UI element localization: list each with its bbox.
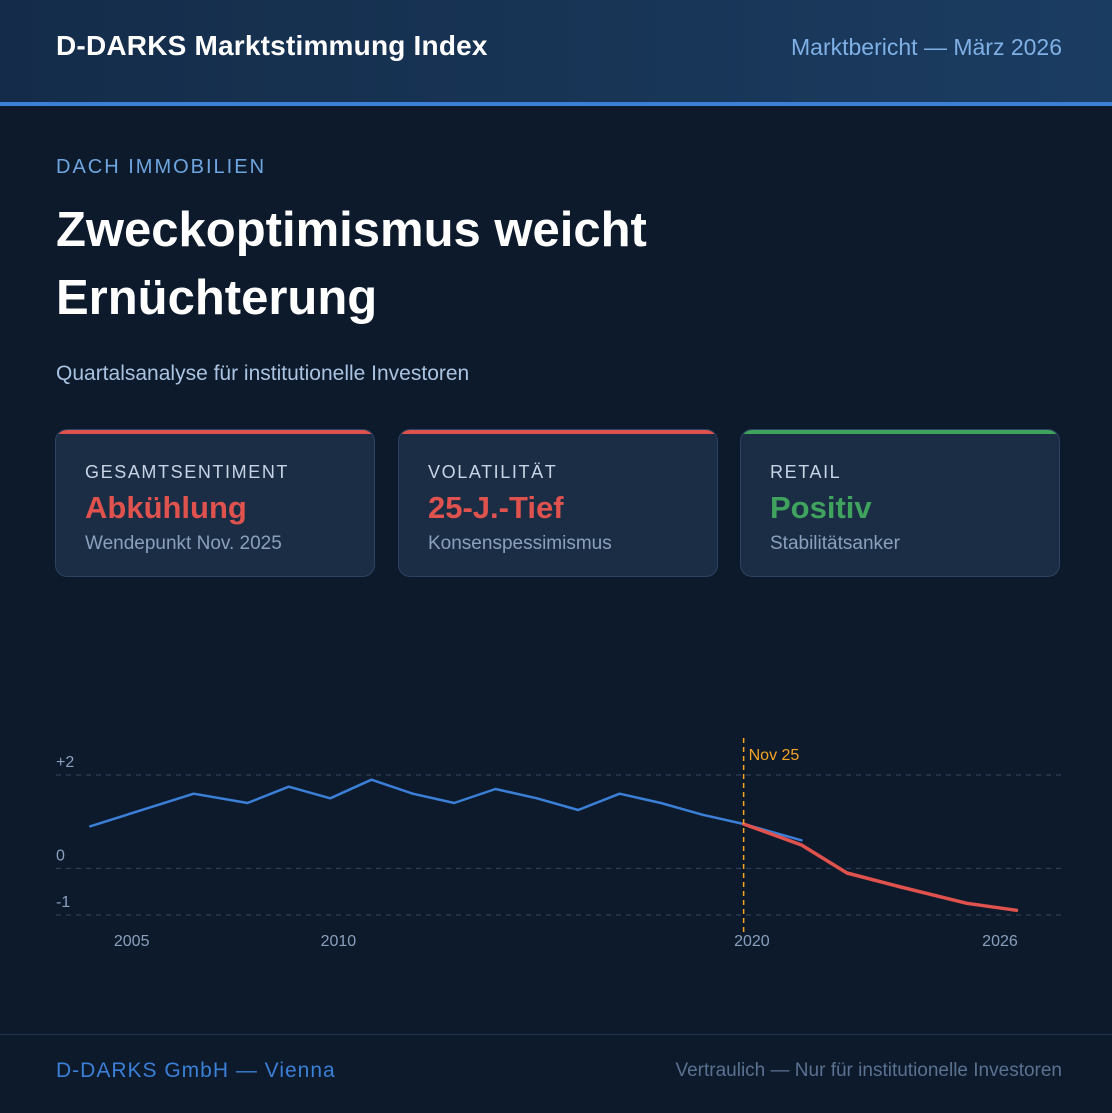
page-subtitle: Quartalsanalyse für institutionelle Inve… [56,362,470,385]
annotation-label: Nov 25 [749,747,800,764]
footer-confidential: Vertraulich — Nur für institutionelle In… [675,1060,1062,1081]
x-tick-label: 2010 [321,933,357,950]
x-tick-label: 2005 [114,933,150,950]
footer-company: D-DARKS GmbH — Vienna [56,1059,336,1082]
card-note: Konsenspessimismus [428,533,612,554]
card-label: GESAMTSENTIMENT [85,462,290,482]
card-value: Positiv [770,490,872,525]
brand-title: D-DARKS Marktstimmung Index [56,30,488,61]
card-note: Stabilitätsanker [770,533,900,554]
card-label: RETAIL [770,462,842,482]
card-note: Wendepunkt Nov. 2025 [85,533,282,554]
section-eyebrow: DACH IMMOBILIEN [56,156,267,178]
page-headline: Zweckoptimismus weicht Ernüchterung [56,203,647,325]
card-volatilitaet: VOLATILITÄT 25-J.-Tief Konsenspessimismu… [398,429,718,577]
header-bar: D-DARKS Marktstimmung Index Marktbericht… [0,0,1112,106]
card-gesamtsentiment: GESAMTSENTIMENT Abkühlung Wendepunkt Nov… [55,429,375,577]
card-label: VOLATILITÄT [428,462,558,482]
card-value: 25-J.-Tief [428,490,564,525]
footer-bar: D-DARKS GmbH — Vienna Vertraulich — Nur … [0,1034,1112,1113]
x-tick-label: 2026 [982,933,1018,950]
series-line-0 [89,778,803,842]
y-tick-label: 0 [56,847,65,864]
report-label: Marktbericht — März 2026 [791,34,1062,60]
card-value: Abkühlung [85,490,247,525]
y-tick-label: +2 [56,754,74,771]
series-line-1 [741,822,1019,913]
x-tick-label: 2020 [734,933,770,950]
sentiment-line-chart: +2 0 -1 2005 2010 2020 2026 Nov 25 [56,738,1062,950]
y-tick-label: -1 [56,894,70,911]
card-retail: RETAIL Positiv Stabilitätsanker [740,429,1060,577]
